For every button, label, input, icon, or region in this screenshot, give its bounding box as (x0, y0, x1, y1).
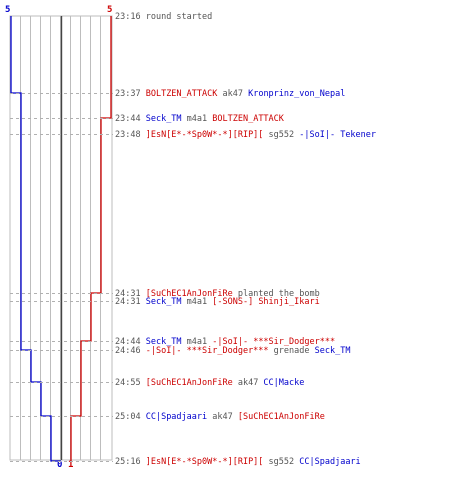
event-action: ak47 (207, 412, 233, 422)
event-row: 23:16 round started (115, 12, 212, 22)
event-row: 23:48 ]EsN[E*-*Sp0W*-*][RIP][ sg552 -|So… (115, 130, 376, 140)
bottom-label-b: 1 (68, 460, 73, 470)
event-player-name: [-SONS-] Shinji_Ikari (207, 297, 320, 307)
event-time: 24:55 (115, 378, 146, 388)
event-row: 25:16 ]EsN[E*-*Sp0W*-*][RIP][ sg552 CC|S… (115, 457, 361, 467)
event-player-name: -|SoI|- Tekener (294, 130, 376, 140)
event-player-name: [SuChEC1AnJonFiRe (233, 412, 325, 422)
event-player-name: Seck_TM (146, 297, 182, 307)
event-player-name: -|SoI|- ***Sir_Dodger*** (207, 337, 335, 347)
event-action: m4a1 (182, 297, 208, 307)
event-action: sg552 (263, 457, 294, 467)
event-time: 25:16 (115, 457, 146, 467)
event-player-name: Kronprinz_von_Nepal (243, 89, 345, 99)
event-action: ak47 (233, 378, 259, 388)
team-a-line (10, 16, 61, 462)
event-player-name: ]EsN[E*-*Sp0W*-*][RIP][ (146, 457, 264, 467)
event-player-name: BOLTZEN_ATTACK (207, 114, 285, 124)
event-player-name: BOLTZEN_ATTACK (146, 89, 219, 99)
event-row: 23:37 BOLTZEN_ATTACK ak47 Kronprinz_von_… (115, 89, 345, 99)
event-time: 23:16 (115, 12, 146, 22)
top-left-label: 5 (5, 5, 10, 15)
event-row: 23:44 Seck_TM m4a1 BOLTZEN_ATTACK (115, 114, 285, 124)
event-row: 24:46 -|SoI|- ***Sir_Dodger*** grenade S… (115, 346, 350, 356)
event-action: ak47 (217, 89, 243, 99)
event-time: 24:46 (115, 346, 146, 356)
event-time: 25:04 (115, 412, 146, 422)
event-action: m4a1 (182, 114, 208, 124)
event-row: 25:04 CC|Spadjaari ak47 [SuChEC1AnJonFiR… (115, 412, 325, 422)
event-player-name: [SuChEC1AnJonFiRe (146, 289, 233, 299)
event-time: 24:44 (115, 337, 146, 347)
event-player-name: Seck_TM (310, 346, 351, 356)
event-row: 24:31 Seck_TM m4a1 [-SONS-] Shinji_Ikari (115, 297, 320, 307)
event-player-name: Seck_TM (146, 114, 182, 124)
event-time: 23:37 (115, 89, 146, 99)
event-action: planted the bomb (233, 289, 320, 299)
event-time: 24:31 (115, 297, 146, 307)
event-player-name: CC|Spadjaari (146, 412, 207, 422)
event-player-name: CC|Macke (258, 378, 304, 388)
top-right-label: 5 (107, 5, 112, 15)
event-row: 24:55 [SuChEC1AnJonFiRe ak47 CC|Macke (115, 378, 304, 388)
event-action: grenade (269, 346, 310, 356)
bottom-label-a: 0 (57, 460, 62, 470)
event-player-name: ]EsN[E*-*Sp0W*-*][RIP][ (146, 130, 264, 140)
event-row: 24:44 Seck_TM m4a1 -|SoI|- ***Sir_Dodger… (115, 337, 335, 347)
event-player-name: Seck_TM (146, 337, 182, 347)
event-time: 24:31 (115, 289, 146, 299)
event-action: m4a1 (182, 337, 208, 347)
event-action: sg552 (263, 130, 294, 140)
event-row: 24:31 [SuChEC1AnJonFiRe planted the bomb (115, 289, 320, 299)
event-player-name: [SuChEC1AnJonFiRe (146, 378, 233, 388)
event-time: 23:44 (115, 114, 146, 124)
event-time: 23:48 (115, 130, 146, 140)
event-action: round started (146, 12, 213, 22)
event-player-name: -|SoI|- ***Sir_Dodger*** (146, 346, 269, 356)
event-player-name: CC|Spadjaari (294, 457, 361, 467)
